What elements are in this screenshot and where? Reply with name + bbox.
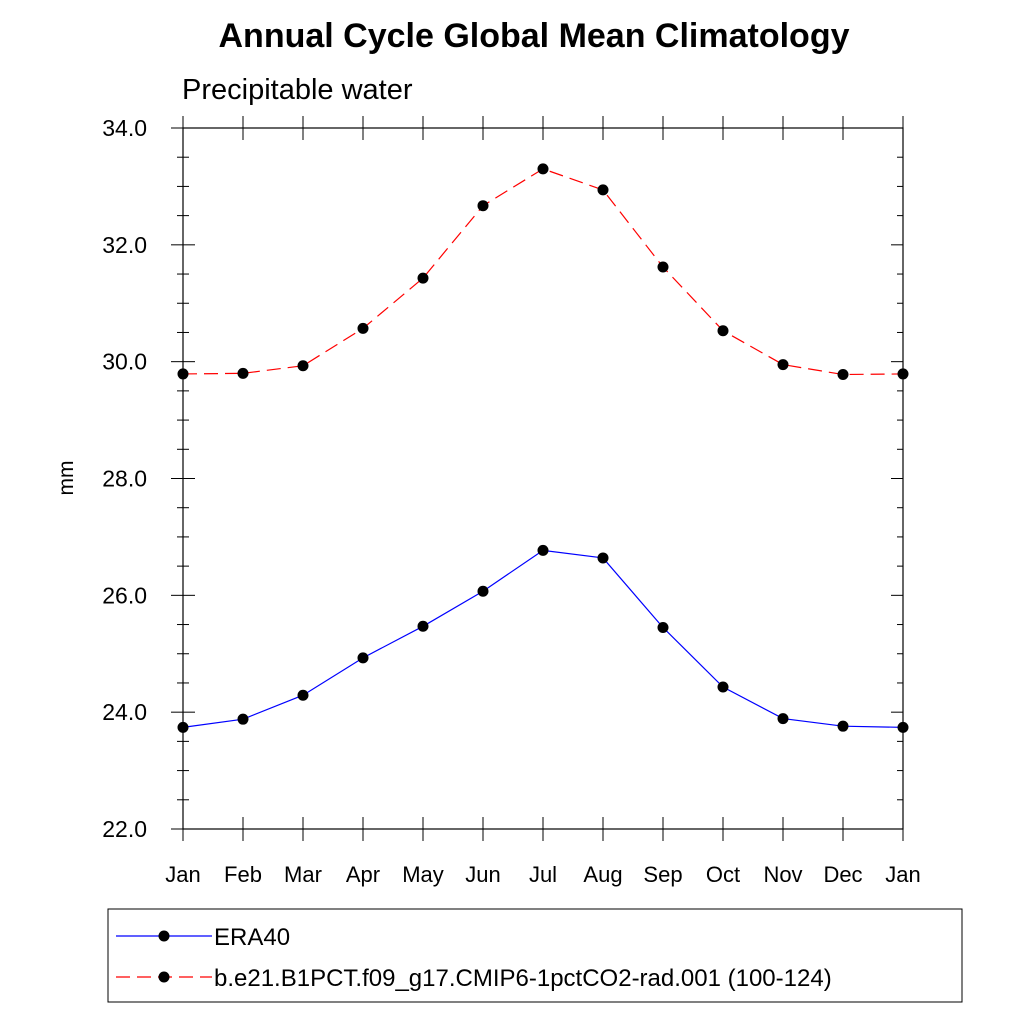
chart-subtitle: Precipitable water — [182, 74, 413, 106]
series-0-point — [657, 621, 669, 633]
legend-marker-0 — [158, 930, 170, 942]
series-1-point — [657, 261, 669, 273]
series-0-point — [777, 713, 789, 725]
series-0-point — [417, 620, 429, 632]
series-0-point — [357, 652, 369, 664]
series-1-point — [537, 163, 549, 175]
series-1-point — [897, 368, 909, 380]
series-1-point — [297, 360, 309, 372]
legend-label-1: b.e21.B1PCT.f09_g17.CMIP6-1pctCO2-rad.00… — [214, 965, 832, 992]
x-tick-label: Jan — [885, 862, 920, 887]
x-tick-label: Jun — [465, 862, 500, 887]
series-0-point — [897, 721, 909, 733]
series-0-point — [477, 585, 489, 597]
series-1-point — [177, 368, 189, 380]
x-tick-label: Nov — [763, 862, 802, 887]
x-axis-ticks: Jan Feb Mar Apr May Jun Jul Aug Sep Oct Nov Dec Jan — [165, 116, 921, 887]
y-tick-label: 34.0 — [102, 115, 147, 141]
y-axis-label: mm — [55, 461, 78, 496]
series-0-point — [177, 721, 189, 733]
y-tick-label: 22.0 — [102, 816, 147, 842]
legend-box — [107, 908, 963, 1003]
series-layer — [177, 163, 909, 733]
y-tick-label: 30.0 — [102, 349, 147, 375]
x-tick-label: Oct — [706, 862, 740, 887]
series-1-point — [477, 200, 489, 212]
x-tick-label: Sep — [643, 862, 682, 887]
x-tick-label: Jul — [529, 862, 557, 887]
x-tick-label: May — [402, 862, 444, 887]
x-tick-label: Mar — [284, 862, 322, 887]
y-axis-ticks: 22.0 24.0 26.0 28.0 30.0 32.0 34.0 — [102, 115, 903, 842]
series-1-point — [597, 184, 609, 196]
series-0-point — [237, 713, 249, 725]
chart-title: Annual Cycle Global Mean Climatology — [219, 17, 850, 55]
series-line-0 — [182, 549, 904, 728]
x-tick-label: Apr — [346, 862, 380, 887]
y-tick-label: 24.0 — [102, 699, 147, 725]
x-tick-label: Feb — [224, 862, 262, 887]
series-1-point — [357, 322, 369, 334]
series-0-point — [537, 544, 549, 556]
series-0-point — [597, 552, 609, 564]
series-1-point — [417, 272, 429, 284]
series-1-point — [717, 325, 729, 337]
legend-marker-1 — [158, 971, 170, 983]
plot-frame — [182, 127, 904, 830]
series-1-point — [837, 369, 849, 381]
x-tick-label: Dec — [823, 862, 862, 887]
x-tick-label: Jan — [165, 862, 200, 887]
legend-label-0: ERA40 — [214, 924, 290, 951]
legend: ERA40 b.e21.B1PCT.f09_g17.CMIP6-1pctCO2-r… — [107, 908, 963, 1003]
series-1-point — [777, 359, 789, 371]
x-tick-label: Aug — [583, 862, 622, 887]
y-tick-label: 26.0 — [102, 582, 147, 608]
series-1-point — [237, 367, 249, 379]
series-line-1 — [182, 168, 904, 376]
y-tick-label: 32.0 — [102, 232, 147, 258]
series-0-point — [297, 689, 309, 701]
series-0-point — [837, 720, 849, 732]
plot-border — [182, 127, 904, 830]
series-0-point — [717, 681, 729, 693]
y-tick-label: 28.0 — [102, 466, 147, 492]
